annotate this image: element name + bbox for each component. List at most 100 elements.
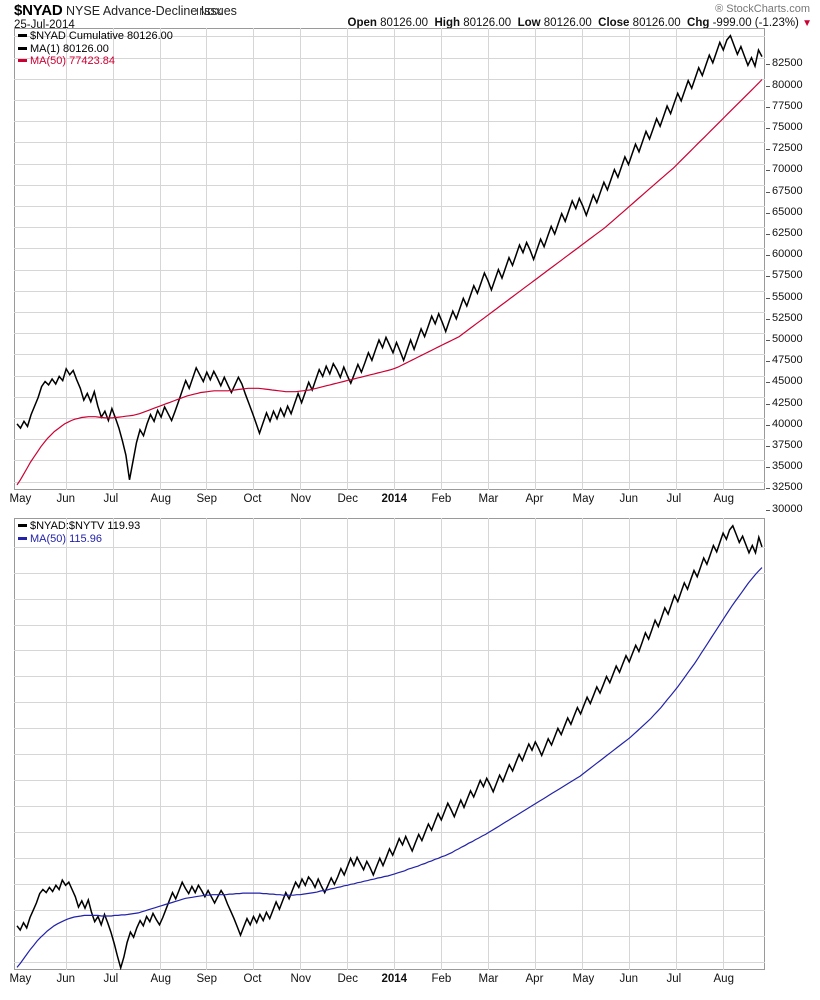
legend-label: $NYAD Cumulative 80126.00 — [30, 30, 173, 42]
y-axis-tickmark — [766, 488, 770, 490]
x-axis-tick: Mar — [478, 493, 499, 505]
y-axis-tickmark — [766, 212, 770, 214]
x-axis-tick: Apr — [525, 493, 544, 505]
series-line — [16, 34, 763, 480]
y-axis-tickmark — [766, 255, 770, 257]
y-axis-tick: 82500 — [772, 57, 803, 70]
y-axis-tick: 52500 — [772, 311, 803, 324]
legend-label: $NYAD:$NYTV 119.93 — [30, 520, 141, 532]
change-label: Chg — [687, 17, 710, 29]
y-axis-tickmark — [766, 64, 770, 66]
legend-item: $NYAD:$NYTV 119.93 — [18, 520, 140, 533]
open-label: Open — [347, 17, 377, 29]
quote-bar: Open 80126.00 High 80126.00 Low 80126.00… — [348, 17, 813, 29]
x-axis-tick: Aug — [150, 973, 171, 985]
y-axis-tickmark — [766, 467, 770, 469]
series-line — [16, 79, 763, 486]
y-axis-tick: 60000 — [772, 248, 803, 261]
y-axis-tickmark — [766, 318, 770, 320]
page-title: $NYAD — [14, 2, 63, 19]
plot-area-bottom — [14, 518, 765, 970]
y-axis-tickmark — [766, 361, 770, 363]
y-axis-tickmark — [766, 106, 770, 108]
y-axis-tick: 50000 — [772, 332, 803, 345]
legend-label: MA(50) 77423.84 — [30, 55, 115, 67]
series-line — [16, 524, 763, 971]
x-axis-tick: Jun — [56, 493, 76, 505]
y-axis-tick: 70000 — [772, 163, 803, 176]
legend-item: $NYAD Cumulative 80126.00 — [18, 30, 173, 43]
y-axis-tick: 30000 — [772, 502, 803, 515]
y-axis-tickmark — [766, 424, 770, 426]
y-axis-tickmark — [766, 297, 770, 299]
exchange-label: INDX — [196, 6, 223, 18]
x-axis-tick: Aug — [713, 973, 734, 985]
legend-item: MA(1) 80126.00 — [18, 43, 173, 56]
legend-swatch-icon — [18, 34, 27, 37]
legend-swatch-icon — [18, 536, 27, 540]
x-axis-tick: May — [572, 973, 595, 985]
x-axis-tick: Aug — [713, 493, 734, 505]
high-value: 80126.00 — [463, 17, 512, 29]
x-axis-tick: Sep — [196, 493, 217, 505]
legend-label: MA(50) 115.96 — [30, 532, 102, 545]
chart-header: $NYAD NYSE Advance-Decline Issues INDX 2… — [0, 0, 820, 31]
down-arrow-icon: ▼ — [802, 18, 812, 29]
x-axis-tick: Nov — [290, 493, 311, 505]
y-axis-tickmark — [766, 339, 770, 341]
y-axis-tick: 35000 — [772, 460, 803, 473]
y-axis-tick: 40000 — [772, 417, 803, 430]
x-axis-tick: May — [9, 973, 32, 985]
legend-swatch-icon — [18, 46, 27, 50]
x-axis-tick: May — [9, 493, 32, 505]
x-axis-tick: Oct — [243, 973, 262, 985]
x-axis-tick: Oct — [243, 493, 262, 505]
x-axis-tick: Dec — [337, 493, 358, 505]
legend-top: $NYAD Cumulative 80126.00 MA(1) 80126.00 M… — [18, 30, 173, 68]
x-axis-tick: Jun — [619, 973, 639, 985]
plot-area-top — [14, 28, 765, 490]
y-axis-tickmark — [766, 276, 770, 278]
y-axis-tick: 77500 — [772, 99, 803, 112]
y-axis-tick: 47500 — [772, 354, 803, 367]
y-axis-tick: 45000 — [772, 375, 803, 388]
x-axis-tick: Aug — [150, 493, 171, 505]
x-axis-tick: May — [572, 493, 595, 505]
x-axis-tick: Jul — [666, 493, 682, 505]
x-axis-tick: Jun — [56, 973, 76, 985]
x-axis-tick: Apr — [525, 973, 544, 985]
y-axis-tick: 80000 — [772, 78, 803, 91]
y-axis-tickmark — [766, 85, 770, 87]
y-axis-tickmark — [766, 403, 770, 405]
x-axis-tick: Nov — [290, 973, 311, 985]
y-axis-tick: 65000 — [772, 205, 803, 218]
x-axis-tick: Feb — [431, 973, 452, 985]
y-axis-tickmark — [766, 382, 770, 384]
y-axis-tick: 57500 — [772, 269, 803, 282]
y-axis-tickmark — [766, 509, 770, 511]
y-axis-tickmark — [766, 191, 770, 193]
x-axis-tick: Feb — [431, 493, 452, 505]
legend-item: MA(50) 115.96 — [18, 533, 140, 546]
y-axis-tickmark — [766, 149, 770, 151]
stockcharts-watermark: ® StockCharts.com — [715, 3, 810, 15]
open-value: 80126.00 — [380, 17, 429, 29]
y-axis-tick: 62500 — [772, 227, 803, 240]
close-label: Close — [598, 17, 630, 29]
y-axis-tickmark — [766, 234, 770, 236]
x-axis-tick: 2014 — [381, 973, 408, 985]
low-value: 80126.00 — [543, 17, 592, 29]
plot-svg-top — [14, 28, 765, 490]
close-value: 80126.00 — [632, 17, 681, 29]
y-axis-tickmark — [766, 170, 770, 172]
y-axis-tick: 67500 — [772, 184, 803, 197]
y-axis-tick: 75000 — [772, 121, 803, 134]
x-axis-tick: 2014 — [381, 493, 408, 505]
low-label: Low — [517, 17, 541, 29]
x-axis-tick: Sep — [196, 973, 217, 985]
high-label: High — [434, 17, 461, 29]
x-axis-tick: Mar — [478, 973, 499, 985]
x-axis-tick: Jun — [619, 493, 639, 505]
change-value: -999.00 (-1.23%) — [712, 17, 799, 29]
